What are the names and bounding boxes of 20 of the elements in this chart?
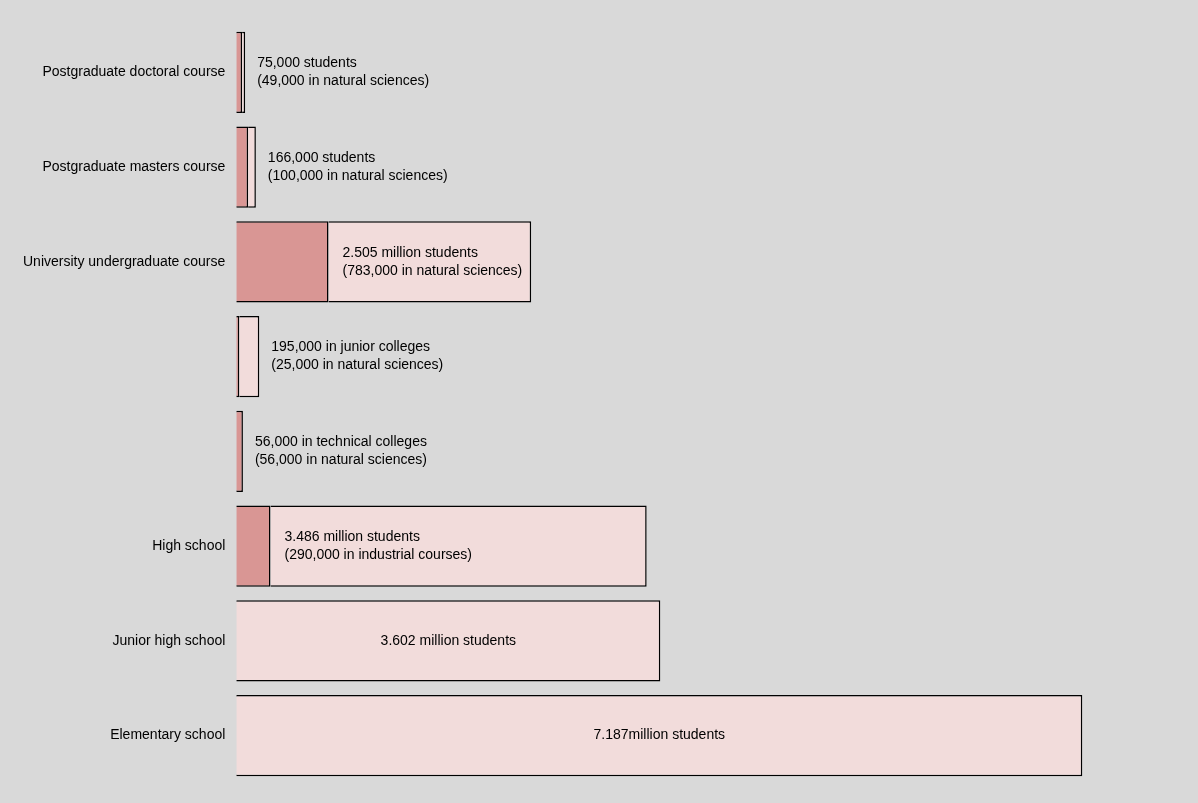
data-label: (783,000 in natural sciences) (342, 261, 523, 278)
total-label: 3.486 million students (284, 527, 420, 544)
y-tick-label: Postgraduate masters course (42, 157, 226, 174)
total-label: 3.602 million students (380, 631, 517, 648)
total-label: 7.187million students (593, 726, 726, 743)
total-label: 56,000 in technical colleges (254, 433, 427, 450)
total-label: 75,000 students (257, 54, 357, 71)
data-label: (56,000 in natural sciences) (254, 451, 427, 468)
total-label: 166,000 students (267, 148, 376, 165)
data-label: (100,000 in natural sciences) (267, 166, 448, 183)
y-tick-label: Elementary school (110, 726, 226, 743)
data-label: (25,000 in natural sciences) (271, 356, 444, 373)
data-label: (290,000 in industrial courses) (284, 545, 473, 562)
y-tick-label: Postgraduate doctoral course (42, 63, 226, 80)
y-tick-label: Junior high school (112, 631, 226, 648)
total-label: 2.505 million students (342, 243, 478, 260)
y-tick-label: University undergraduate course (22, 252, 226, 269)
data-label: (49,000 in natural sciences) (257, 72, 430, 89)
y-tick-label: High school (152, 536, 226, 553)
total-label: 195,000 in junior colleges (271, 338, 431, 355)
